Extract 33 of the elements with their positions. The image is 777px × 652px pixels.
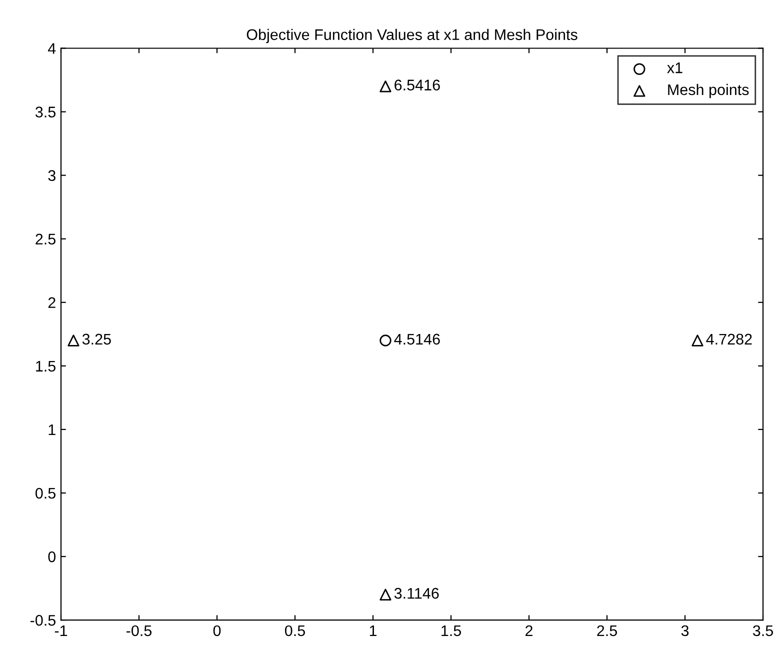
x-tick-label: 0.5 (284, 625, 305, 636)
point (692, 334, 704, 346)
y-tick-label: 4 (48, 43, 56, 54)
y-tick-label: 1.5 (36, 360, 56, 372)
annotation: 4.5146 (394, 334, 440, 345)
y-tick-label: 1 (48, 424, 56, 435)
y-tick-label: 3.5 (35, 106, 56, 118)
chart-title: Objective Function Values at x1 and Mesh Points (246, 28, 578, 44)
y-tick-label: 0.5 (35, 488, 56, 499)
point (380, 334, 392, 346)
x-tick-label: 3.5 (752, 625, 773, 636)
x-tick-label: 1 (370, 625, 377, 636)
annotation: 6.5416 (394, 80, 440, 90)
point (68, 334, 80, 346)
x-tick-label: 2 (526, 625, 532, 636)
point (380, 588, 392, 600)
x-tick-label: 3 (681, 625, 689, 636)
legend-label: x1 (667, 62, 682, 74)
y-tick-label: 2.5 (36, 234, 56, 245)
x-tick-label: -1 (54, 625, 68, 636)
legend-label: Mesh points (668, 84, 749, 98)
y-tick-label: 0 (48, 551, 56, 562)
annotation: 4.7282 (706, 334, 752, 345)
point (380, 80, 392, 92)
x-tick-label: -0.5 (126, 625, 152, 636)
x-tick-label: 2.5 (597, 625, 617, 636)
x-tick-label: 1.5 (442, 625, 461, 636)
y-tick-label: -0.5 (30, 614, 56, 626)
y-tick-label: 3 (48, 170, 56, 181)
x-tick-label: 0 (213, 625, 221, 636)
annotation: 3.25 (82, 334, 111, 345)
y-tick-label: 2 (48, 297, 56, 308)
annotation: 3.1146 (394, 588, 439, 599)
